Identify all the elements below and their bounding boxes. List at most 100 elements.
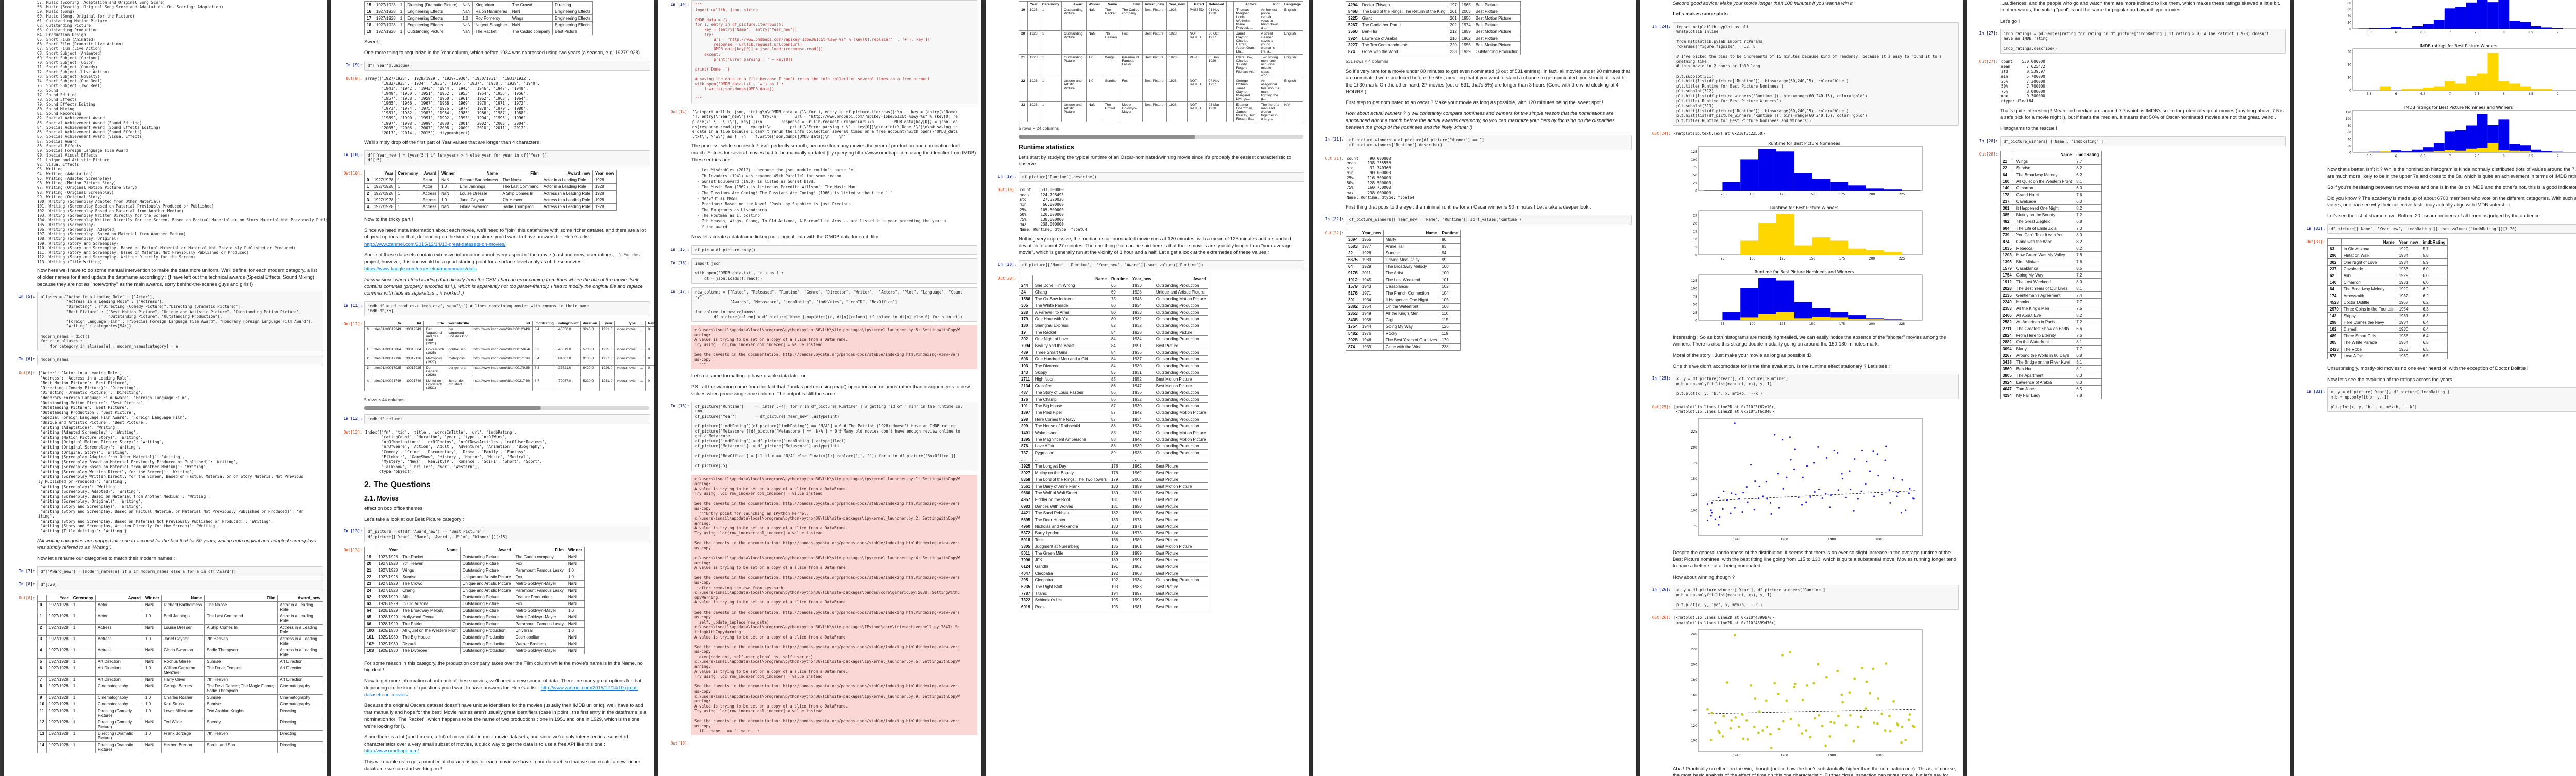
paragraph: Let's take a look at our Best Picture ca…: [364, 516, 464, 523]
dataframe-table: Year_new Name Runtime 3094 1955 Marty 90 5583 19…: [1346, 229, 1461, 351]
svg-text:5.5: 5.5: [2367, 154, 2372, 158]
paragraph: Let's go !: [2000, 18, 2020, 24]
code-cell[interactable]: df[:20]: [37, 580, 323, 590]
table-row: 7094 Beauty and the Beast 84 1991 Best Pictu…: [1019, 342, 1209, 350]
paragraph: So if you're hesitating between two movi…: [2327, 184, 2576, 191]
table-row: 385 Mutiny on the Bounty 7.2: [2000, 211, 2102, 219]
table-scrollbar[interactable]: [1019, 135, 1303, 139]
paragraph: Let's makes some plots: [1673, 11, 1728, 18]
svg-text:100: 100: [1691, 739, 1698, 743]
svg-text:Runtime for Best Picture Winne: Runtime for Best Picture Winners: [1770, 205, 1838, 210]
svg-text:125: 125: [1691, 493, 1698, 497]
svg-text:IMDB ratings for Best Picture: IMDB ratings for Best Picture Nominees a…: [2404, 105, 2513, 110]
svg-text:5.5: 5.5: [2367, 31, 2372, 35]
output-prompt: Out[6]:: [19, 371, 35, 376]
cell-prompt: In [8]:: [19, 582, 35, 587]
cell-prompt: In [12]:: [343, 416, 362, 421]
code-cell[interactable]: df_picture_winners[['Year_new', 'Name', …: [1346, 215, 1632, 225]
table-row: 604 The Life of Emile Zola 7.3: [2000, 225, 2102, 232]
code-cell[interactable]: df_picture['Runtime'].describe(): [1019, 171, 1304, 182]
table-row: 2 titles01/tt0017136 tt0017136 Metropolis (…: [364, 355, 654, 366]
code-cell[interactable]: df_picture['Runtime'] = [int(r[:-4]) for…: [691, 401, 977, 471]
code-cell[interactable]: imdb_df = pd.read_csv('imdb.csv', sep="\…: [364, 301, 650, 316]
code-cell[interactable]: x, y = df_picture['Year'], df_picture['i…: [2327, 387, 2576, 412]
table-row: 6235 The Right Stuff 193 1983 Best Picture: [1019, 583, 1209, 591]
table-row: 301 It Happened One Night 8.2: [2000, 204, 2102, 212]
table-row: 19 1928 1 Outstanding Picture NaN The Racket T…: [1019, 7, 1304, 31]
column-header: [364, 320, 371, 327]
table-row: 9 1927/1928 1 Cinematography 1.0 Charles Rosh…: [37, 694, 323, 701]
svg-text:200: 200: [1869, 257, 1875, 261]
code-cell[interactable]: df['Award_new'] = [modern_names[a] if a …: [37, 566, 323, 577]
cell-prompt: In [5]:: [19, 294, 35, 299]
code-cell[interactable]: imdb_df.columns: [364, 413, 650, 424]
svg-text:2000: 2000: [1875, 538, 1883, 541]
output-prompt: Out[13]:: [343, 547, 362, 553]
code-cell[interactable]: df['Year'].unique(): [364, 60, 650, 71]
code-cell[interactable]: x, y = df_picture['Year'], df_picture['R…: [1673, 374, 1959, 399]
table-scrollbar[interactable]: [364, 406, 649, 410]
dataframe-table: Year Ceremony Award Winner Name Film Award_new…: [37, 594, 323, 753]
code-cell[interactable]: df_picture_winners = df_picture[df_pictu…: [1346, 135, 1632, 150]
table-row: 6875 1989 Driving Miss Daisy 99: [1346, 256, 1461, 264]
code-cell[interactable]: modern_names: [37, 355, 323, 366]
table-row: 0 1927/1928 1 Actor NaN Richard Barthelmess Th…: [37, 601, 323, 613]
table-row: 878 Love Affair 1939 6.5: [2327, 352, 2448, 360]
svg-text:75: 75: [1693, 295, 1697, 299]
table-row: 874 Gone with the Wind 8.2: [2000, 238, 2102, 246]
code-cell[interactable]: x, y = df_picture_winners['Year'], df_pi…: [1673, 585, 1959, 610]
svg-text:75: 75: [1693, 166, 1697, 169]
table-row: 5176 1971 The French Connection 104: [1346, 289, 1461, 297]
table-row: 305 The White Parade 80 1934 Outstanding Pro…: [1019, 302, 1209, 309]
column-header: tid: [403, 320, 424, 327]
code-cell[interactable]: imdb_ratings = pd.Series(rating for rati…: [2000, 28, 2286, 54]
code-cell[interactable]: df_picture_winners[ ['Name', 'imdbRating…: [2000, 136, 2286, 147]
hyperlink[interactable]: http://www.zanmel.com/2015/12/14/10-grea…: [364, 241, 506, 247]
table-row: 2353 All the King's Men 7.5: [2000, 305, 2102, 313]
svg-text:225: 225: [1691, 430, 1698, 434]
code-cell[interactable]: import json with open('OMDB_data.txt', '…: [691, 258, 977, 284]
code-cell[interactable]: df_pic = df_picture.copy(): [691, 245, 977, 255]
table-row: 66 1928/1929 The Patriot Outstanding Pictur…: [364, 620, 585, 628]
code-cell[interactable]: df['Year_new'] = [year[5:] if len(year) …: [364, 150, 650, 165]
table-row: 7 1927/1928 1 Art Direction NaN Harry Oliver 7…: [37, 676, 323, 683]
table-row: 7096 JFK 189 1991 Best Picture: [1019, 556, 1209, 564]
column-header: duration: [580, 320, 600, 327]
table-row: 3927 Mutiny on the Bounty 178 1962 Best Pict…: [1019, 469, 1209, 477]
table-row: 3438 1958 Gigi 115: [1346, 316, 1461, 324]
table-row: 21 1928 1 Outstanding Picture 1.0 Wings Paramo…: [1019, 54, 1304, 78]
code-cell[interactable]: """ import urllib, json, string OMDB_dat…: [691, 0, 977, 104]
dataframe-table: 4294 Doctor Zhivago 197 1965 Best Picture 846…: [1346, 1, 1521, 55]
column-header: Name: [1032, 275, 1109, 283]
code-cell[interactable]: df_picture = df[df['Award_new'] == 'Best…: [364, 527, 650, 542]
table-row: 296 Flirtation Walk 1934 5.8: [2327, 252, 2448, 260]
output-prompt: Out[27]:: [1979, 59, 1998, 64]
hyperlink[interactable]: https://www.kaggle.com/orgesleka/imdbmov…: [364, 266, 477, 272]
svg-text:6.5: 6.5: [2420, 154, 2426, 158]
output-prompt: Out[12]:: [343, 429, 362, 435]
svg-text:1980: 1980: [1828, 754, 1836, 757]
cell-prompt: In [10]:: [343, 152, 362, 157]
table-row: 3924 Lawrence of Arabia 216 1962 Best Pictur…: [1346, 35, 1521, 42]
hyperlink[interactable]: http://www.omdbapi.com/: [364, 748, 419, 754]
code-cell[interactable]: new_columns = ["Rated", "Released", "Run…: [691, 287, 977, 322]
output-prompt: Out[25]:: [1652, 404, 1671, 409]
code-cell[interactable]: df_picture[['Name', 'Runtime', 'Year_new…: [1019, 260, 1304, 271]
output-prompt: Out[14]:: [670, 109, 689, 114]
svg-text:25: 25: [1693, 311, 1697, 315]
table-row: 1401 Wake Island 88 1942 Outstanding Motion …: [1019, 429, 1209, 437]
svg-text:100: 100: [1691, 509, 1698, 512]
svg-text:50: 50: [1693, 174, 1697, 177]
table-row: 3438 The Bridge on the River Kwai 8.1: [2000, 358, 2102, 366]
code-cell[interactable]: aliases = {"Actor in a Leading Role" : […: [37, 291, 323, 352]
table-row: 1754 Going My Way 7.2: [2000, 271, 2102, 279]
svg-text:40: 40: [2347, 137, 2351, 141]
cell-prompt: In [31]:: [2306, 226, 2325, 231]
table-row: 3561 The Diary of Anne Frank 180 1959 Best M…: [1019, 482, 1209, 490]
table-row: 3805 The Apartment 8.3: [2000, 372, 2102, 380]
hyperlink[interactable]: http://www.zanmel.com/2015/12/14/10-grea…: [364, 685, 638, 698]
code-cell[interactable]: import matplotlib.pyplot as plt %matplot…: [1673, 22, 1959, 126]
code-cell[interactable]: df_picture[['Name', 'Year_new', 'imdbRat…: [2327, 223, 2576, 234]
svg-text:80: 80: [2347, 124, 2351, 128]
bullet-list: Les Misérables (2012) : because the json…: [697, 167, 976, 230]
